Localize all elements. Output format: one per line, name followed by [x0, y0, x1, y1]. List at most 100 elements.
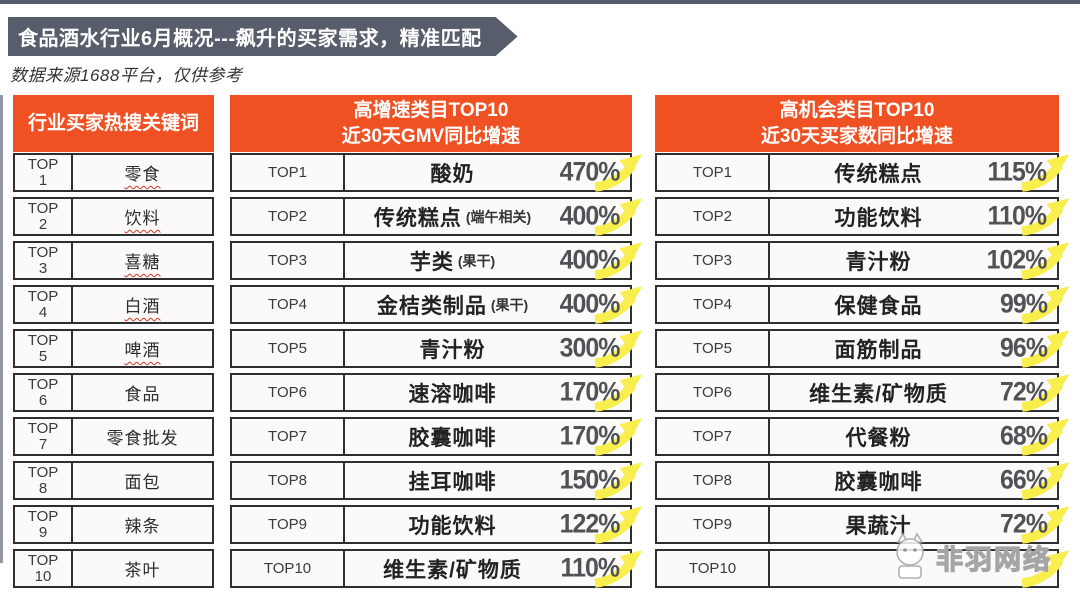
rank-label: TOP1 — [232, 155, 345, 190]
table-row: TOP7 胶囊咖啡 170% — [230, 417, 643, 456]
gmv-growth-table-header: 高增速类目TOP10 近30天GMV同比增速 — [230, 95, 632, 152]
watermark: 非羽网络 — [886, 532, 1052, 582]
percent-value: 470% — [559, 155, 621, 186]
table-row: TOP2 传统糕点 (端午相关) 400% — [230, 197, 643, 236]
category-text: 功能饮料 — [834, 206, 923, 230]
category-cell: 速溶咖啡 170% — [345, 374, 643, 412]
percent-value: 400% — [559, 199, 621, 230]
category-text: 传统糕点 — [373, 206, 462, 230]
category-wrap: 功能饮料 — [345, 507, 560, 542]
percent-value: 400% — [559, 287, 621, 318]
category-wrap: 速溶咖啡 — [345, 375, 560, 410]
category-note: (果干) — [457, 252, 496, 269]
rank-label: TOP3 — [15, 243, 73, 278]
keyword-text: 饮料 — [124, 209, 161, 228]
percent-value: 150% — [559, 463, 621, 494]
keyword-text: 面包 — [124, 473, 161, 492]
rank-label: TOP4 — [657, 287, 770, 322]
rank-label: TOP6 — [657, 375, 770, 410]
table-row: TOP9 辣条 — [13, 505, 214, 544]
keyword-cell: 啤酒 — [73, 331, 212, 366]
category-wrap: 果蔬汁 — [770, 507, 987, 542]
rank-label: TOP8 — [232, 463, 345, 498]
table-row: TOP7 代餐粉 68% — [655, 417, 1070, 456]
rank-label: TOP5 — [232, 331, 345, 366]
percent-value: 110% — [987, 199, 1047, 230]
watermark-logo-icon — [896, 532, 924, 579]
keyword-cell: 面包 — [73, 463, 212, 498]
category-text: 速溶咖啡 — [408, 382, 497, 406]
category-wrap: 青汁粉 — [770, 243, 987, 278]
rank-label: TOP10 — [657, 551, 770, 586]
category-wrap: 维生素/矿物质 — [770, 375, 987, 410]
title-banner: 食品酒水行业6月概况---飙升的买家需求，精准匹配 — [8, 17, 518, 56]
percent-value: 99% — [999, 287, 1048, 318]
rank-label: TOP4 — [232, 287, 345, 322]
category-cell: 保健食品 99% — [770, 286, 1070, 324]
category-cell: 功能饮料 122% — [345, 506, 643, 544]
category-wrap: 传统糕点 — [770, 155, 987, 190]
category-cell: 传统糕点 115% — [770, 154, 1070, 192]
table-row: TOP6 速溶咖啡 170% — [230, 373, 643, 412]
category-cell: 面筋制品 96% — [770, 330, 1070, 368]
rank-label: TOP10 — [232, 551, 345, 586]
category-cell: 胶囊咖啡 66% — [770, 462, 1070, 500]
category-text: 挂耳咖啡 — [408, 470, 497, 494]
left-edge-line — [0, 95, 3, 563]
rank-label: TOP5 — [15, 331, 73, 366]
table-row: TOP6 食品 — [13, 373, 214, 412]
table-row: TOP1 酸奶 470% — [230, 153, 643, 192]
category-cell: 维生素/矿物质 72% — [770, 374, 1070, 412]
page-title: 食品酒水行业6月概况---飙升的买家需求，精准匹配 — [18, 28, 482, 50]
table-row: TOP3 青汁粉 102% — [655, 241, 1070, 280]
keyword-cell: 零食批发 — [73, 419, 212, 454]
category-wrap: 维生素/矿物质 — [345, 551, 560, 586]
keywords-table: 行业买家热搜关键词 TOP1 零食 TOP2 饮料 TOP3 喜糖 TOP4 白酒 TOP5 啤酒… — [13, 95, 214, 593]
percent-value: 170% — [559, 375, 621, 406]
keyword-cell: 茶叶 — [73, 551, 212, 586]
category-text: 果蔬汁 — [845, 514, 912, 538]
rank-label: TOP3 — [232, 243, 345, 278]
data-source-note: 数据来源1688平台，仅供参考 — [10, 66, 243, 85]
table-row: TOP4 保健食品 99% — [655, 285, 1070, 324]
category-text: 金桔类制品 — [376, 294, 487, 318]
table-row: TOP6 维生素/矿物质 72% — [655, 373, 1070, 412]
rank-label: TOP1 — [15, 155, 73, 190]
rank-label: TOP10 — [15, 551, 73, 586]
keywords-rows: TOP1 零食 TOP2 饮料 TOP3 喜糖 TOP4 白酒 TOP5 啤酒 TOP6 食品 TOP7… — [13, 153, 214, 588]
keyword-text: 啤酒 — [124, 341, 161, 360]
category-wrap: 金桔类制品 (果干) — [345, 287, 560, 322]
percent-value: 66% — [999, 463, 1048, 494]
category-wrap: 芋类 (果干) — [345, 243, 560, 278]
percent-value: 68% — [999, 419, 1048, 450]
table-row: TOP8 面包 — [13, 461, 214, 500]
rank-label: TOP7 — [232, 419, 345, 454]
rank-label: TOP6 — [232, 375, 345, 410]
category-cell: 青汁粉 102% — [770, 242, 1070, 280]
buyer-header-line2: 近30天买家数同比增速 — [760, 125, 954, 147]
rank-label: TOP6 — [15, 375, 73, 410]
category-note: (果干) — [490, 296, 529, 313]
table-row: TOP2 功能饮料 110% — [655, 197, 1070, 236]
keyword-text: 茶叶 — [124, 561, 161, 580]
rank-label: TOP2 — [657, 199, 770, 234]
category-note: (端午相关) — [465, 208, 532, 225]
rank-label: TOP4 — [15, 287, 73, 322]
category-cell: 芋类 (果干) 400% — [345, 242, 643, 280]
keyword-cell: 喜糖 — [73, 243, 212, 278]
category-cell: 酸奶 470% — [345, 154, 643, 192]
keyword-cell: 零食 — [73, 155, 212, 190]
table-row: TOP4 白酒 — [13, 285, 214, 324]
percent-value: 400% — [559, 243, 621, 274]
keyword-text: 食品 — [124, 385, 161, 404]
rank-label: TOP2 — [232, 199, 345, 234]
table-row: TOP5 啤酒 — [13, 329, 214, 368]
table-row: TOP9 果蔬汁 72% — [655, 505, 1070, 544]
category-wrap: 胶囊咖啡 — [345, 419, 560, 454]
buyer-header-line1: 高机会类目TOP10 — [779, 100, 935, 122]
category-wrap: 代餐粉 — [770, 419, 987, 454]
keyword-text: 零食批发 — [106, 429, 179, 448]
buyer-growth-rows: TOP1 传统糕点 115% TOP2 功能饮料 110% TOP3 青汁粉 102% TOP4 保… — [655, 153, 1070, 588]
buyer-growth-table-header: 高机会类目TOP10 近30天买家数同比增速 — [655, 95, 1059, 152]
percent-value: 102% — [986, 243, 1048, 274]
